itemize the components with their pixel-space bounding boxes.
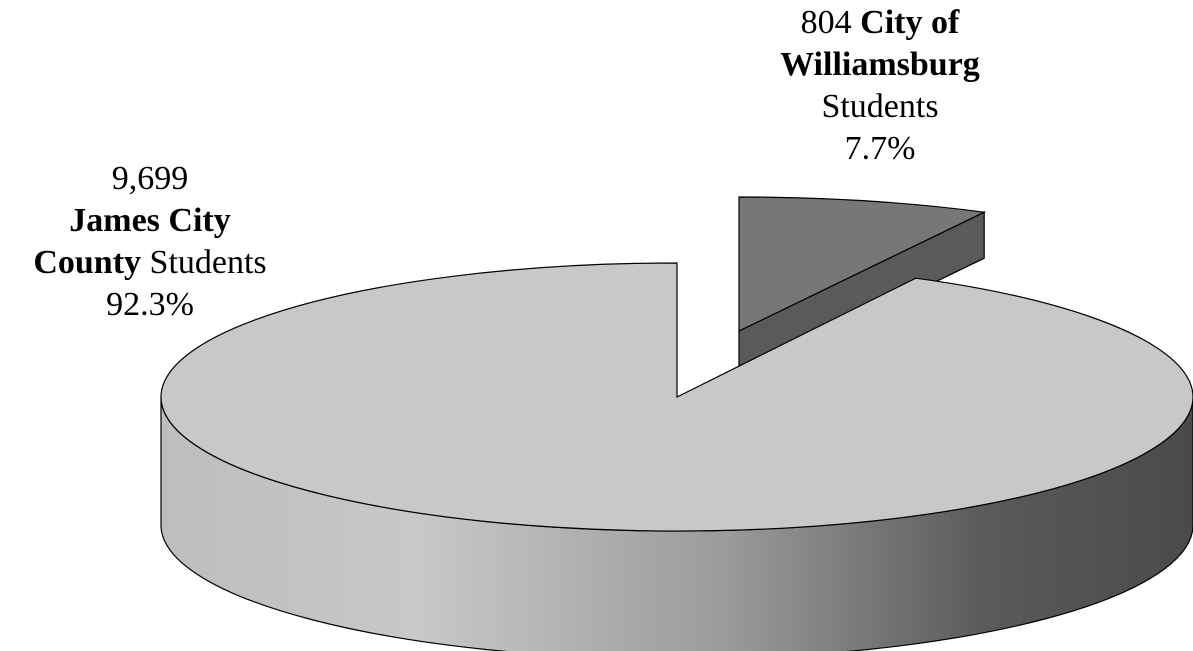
suffix-williamsburg: Students [821, 88, 939, 125]
value-james-city: 9,699 [111, 160, 189, 197]
label-city-of-williamsburg: 804 City of Williamsburg Students 7.7% [740, 2, 1020, 170]
slice-james-city-county [160, 262, 1193, 532]
suffix-james-city: Students [149, 244, 267, 281]
name-james-city-line1: James City [69, 202, 231, 239]
name-williamsburg-line1: City of [860, 4, 960, 41]
percent-williamsburg: 7.7% [844, 130, 916, 167]
name-james-city-line2: County [33, 244, 142, 281]
label-james-city-county: 9,699 James City County Students 92.3% [0, 158, 300, 326]
name-williamsburg-line2: Williamsburg [780, 46, 980, 83]
percent-james-city: 92.3% [106, 286, 194, 323]
value-williamsburg: 804 [800, 4, 852, 41]
